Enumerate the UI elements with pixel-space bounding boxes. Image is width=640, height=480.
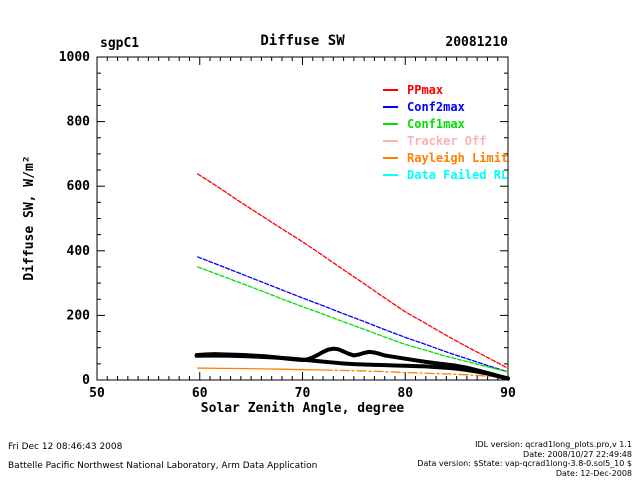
series-rayleigh-limit <box>322 369 509 379</box>
y-tick-label: 0 <box>82 373 90 388</box>
y-tick-label: 800 <box>67 115 91 130</box>
legend-dash-swatch <box>383 156 398 159</box>
page-title: Diffuse SW <box>260 33 345 49</box>
x-axis-title: Solar Zenith Angle, degree <box>200 401 405 416</box>
date-label: 20081210 <box>445 35 508 50</box>
plot-date-text: Date: 12-Dec-2008 <box>555 468 632 478</box>
legend-dash-swatch <box>383 139 398 142</box>
legend-label: PPmax <box>407 82 444 97</box>
legend: PPmax Conf2max Conf1max Tracker Off Rayleigh… <box>383 81 508 183</box>
site-label: sgpC1 <box>100 36 140 51</box>
x-tick-label: 70 <box>295 386 311 401</box>
series-conf1max <box>197 266 509 373</box>
y-tick-label: 200 <box>67 308 91 323</box>
y-tick-label: 1000 <box>59 50 90 65</box>
y-axis-title: Diffuse SW, W/m² <box>22 155 37 281</box>
x-tick-label: 80 <box>397 386 413 401</box>
y-tick-label: 400 <box>67 244 91 259</box>
series-rayleigh-limit <box>197 367 324 371</box>
legend-dash-swatch <box>383 122 398 125</box>
legend-item: Data Failed RL <box>383 166 508 183</box>
series-group <box>194 173 510 381</box>
legend-item: PPmax <box>383 81 508 98</box>
organization-text: Battelle Pacific Northwest National Labo… <box>8 461 318 471</box>
series-conf2max <box>197 256 509 373</box>
legend-item: Conf2max <box>383 98 508 115</box>
data-version-text: Data version: $State: vap-qcrad1long-3.8… <box>417 459 632 468</box>
x-tick-label: 50 <box>89 386 105 401</box>
y-tick-label: 600 <box>67 179 91 194</box>
legend-label: Conf2max <box>407 99 465 114</box>
series-diffuse-sw-measured-branch-2 <box>194 353 510 381</box>
legend-label: Data Failed RL <box>407 167 509 182</box>
x-tick-label: 90 <box>500 386 516 401</box>
idl-date-text: Date: 2008/10/27 22:49:48 <box>523 449 632 459</box>
version-info-block: IDL version: qcrad1long_plots.pro,v 1.1 … <box>417 440 632 478</box>
idl-version-text: IDL version: qcrad1long_plots.pro,v 1.1 <box>475 440 632 449</box>
legend-item: Conf1max <box>383 115 508 132</box>
legend-dash-swatch <box>383 173 398 176</box>
legend-label: Rayleigh Limit <box>407 150 509 165</box>
legend-item: Rayleigh Limit <box>383 149 508 166</box>
legend-item: Tracker Off <box>383 132 508 149</box>
legend-label: Tracker Off <box>407 133 487 148</box>
axes-ticks-group <box>96 56 509 381</box>
legend-label: Conf1max <box>407 116 465 131</box>
x-tick-label: 60 <box>192 386 208 401</box>
legend-dash-swatch <box>383 88 398 91</box>
timestamp-text: Fri Dec 12 08:46:43 2008 <box>8 442 123 452</box>
legend-dash-swatch <box>383 105 398 108</box>
tick-labels-group: 50 60 70 80 90 0 200 400 600 800 1000 <box>59 50 516 401</box>
series-ppmax <box>197 173 509 370</box>
